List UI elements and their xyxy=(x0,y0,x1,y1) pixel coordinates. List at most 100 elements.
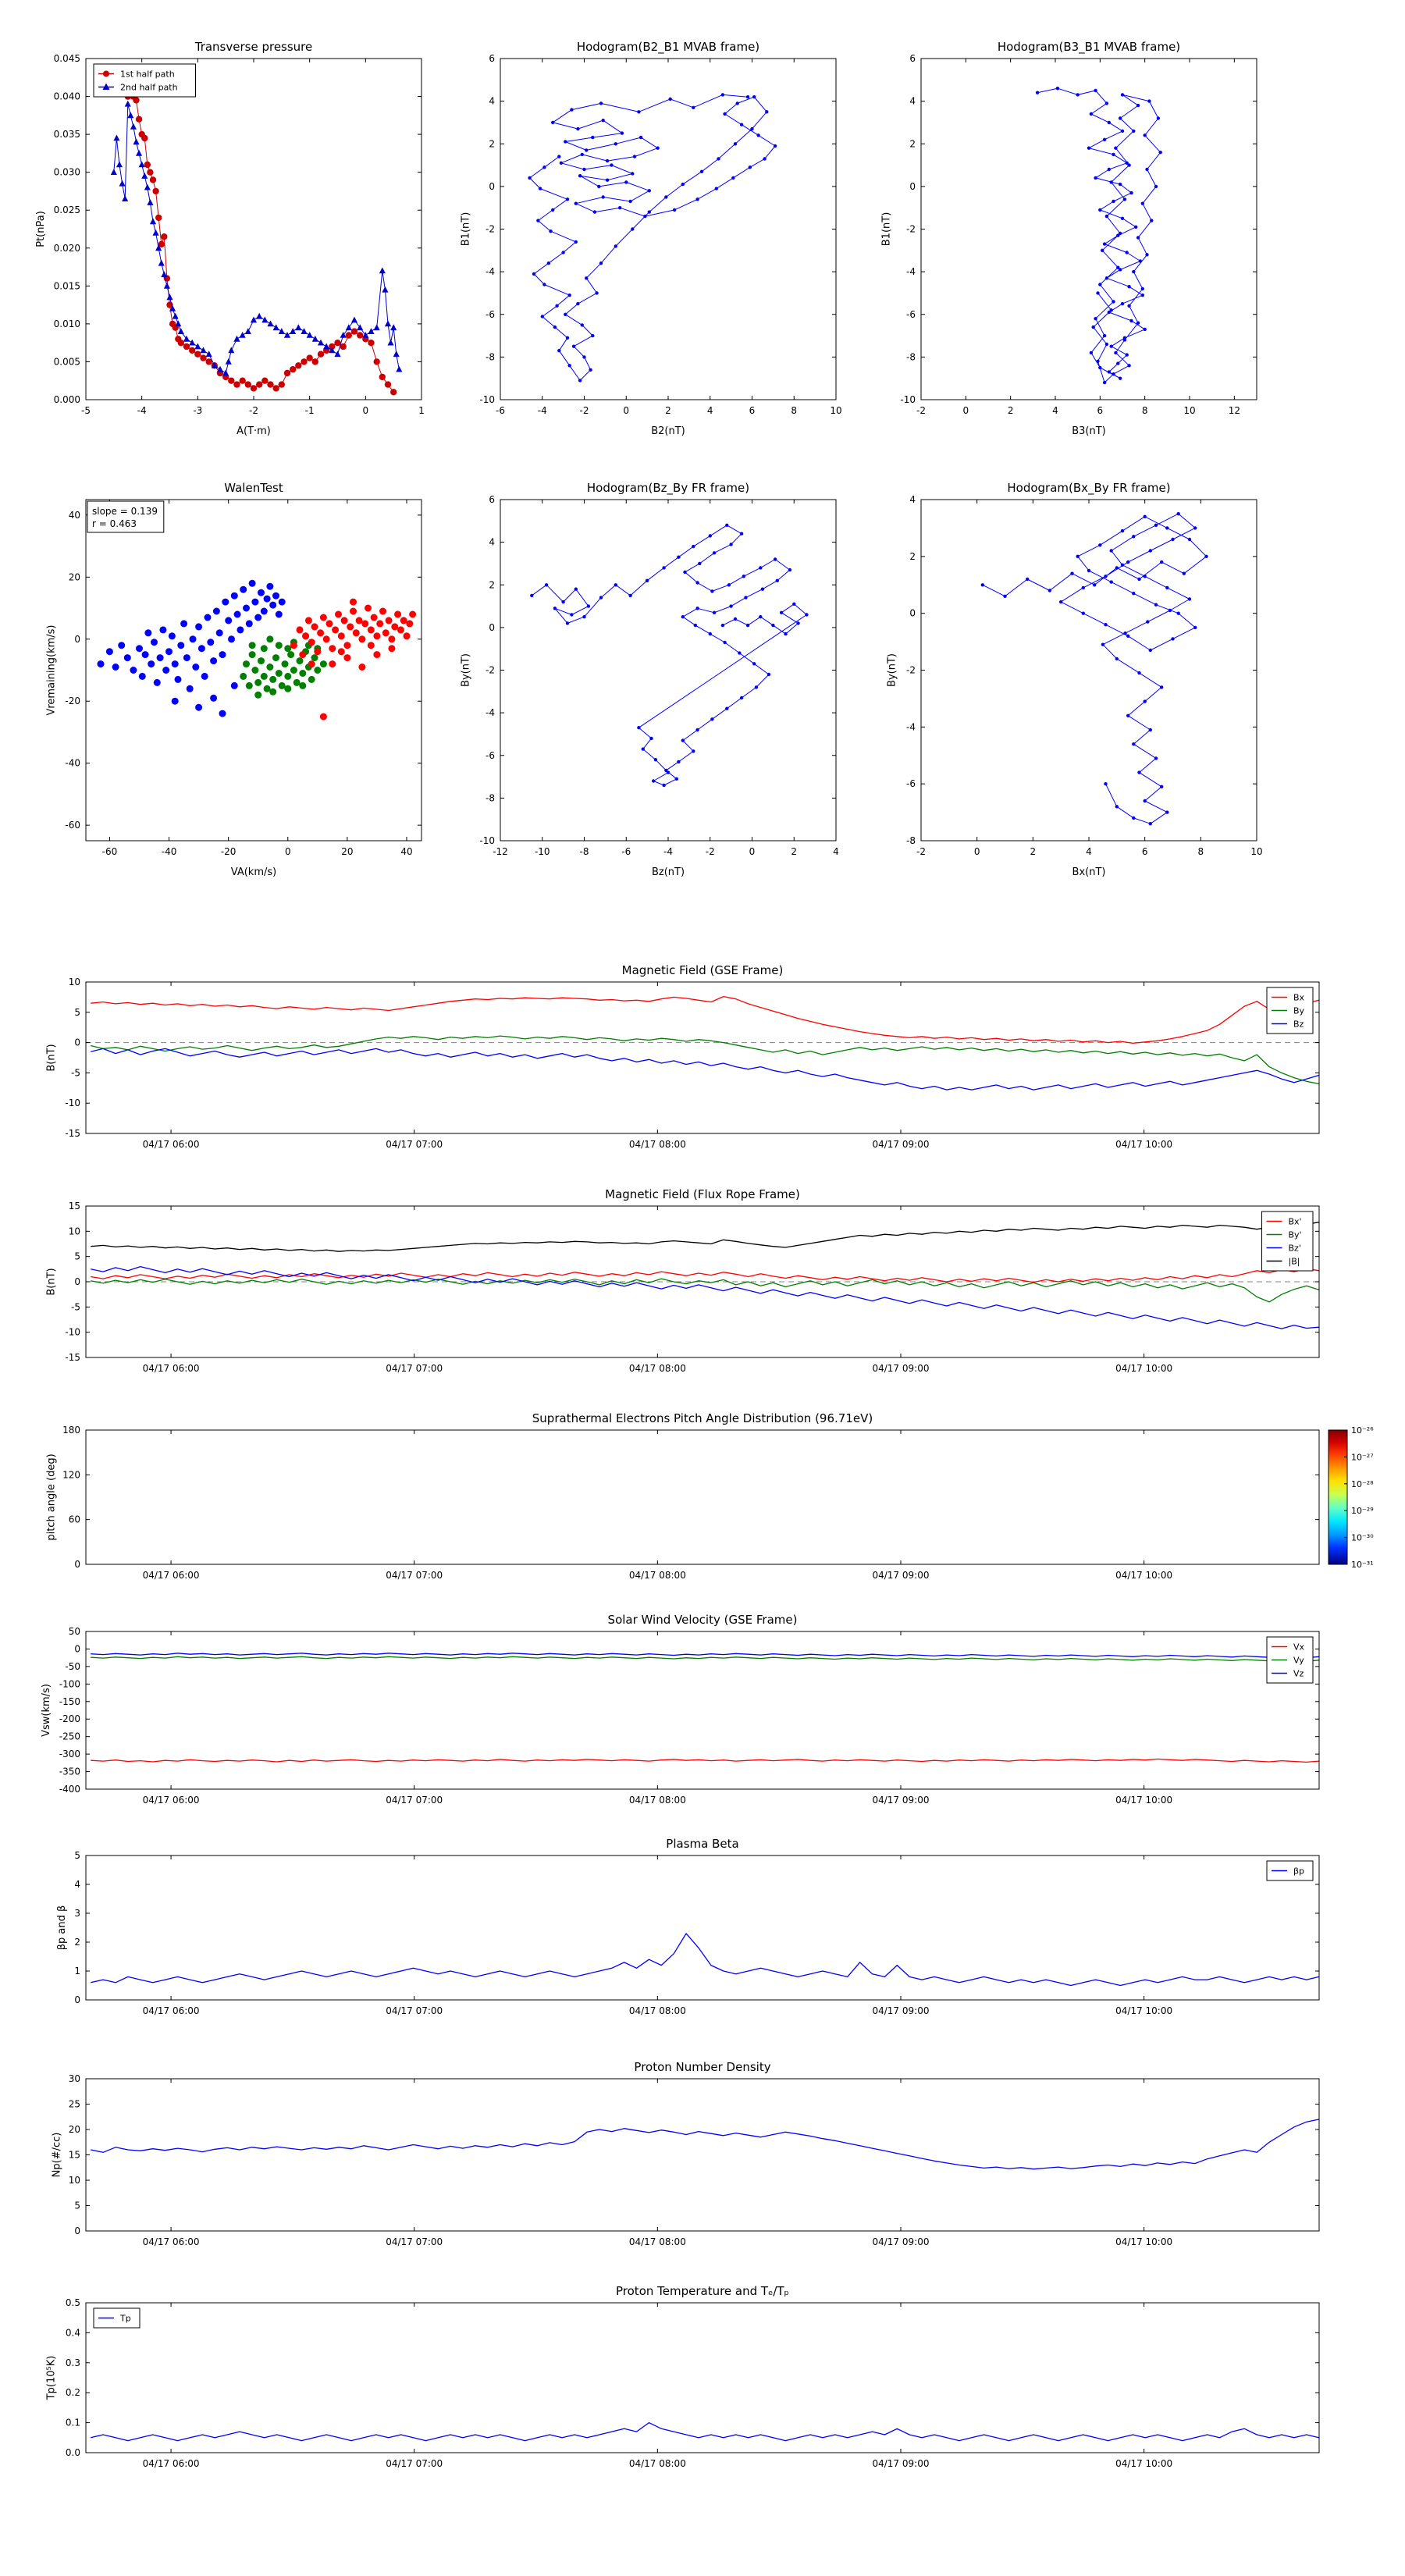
hodogram-bxby-xlabel: Bx(nT) xyxy=(1072,866,1106,878)
transverse-pressure-xtick-label: 1 xyxy=(418,405,425,416)
np-ytick-label: 25 xyxy=(69,2099,80,2110)
hodogram-b3b1: -2 0 2 4 6 8 10 12 -10 -8 -6 -4 -2 0 2 4 6 Hodogram(B3_B1… xyxy=(881,40,1257,437)
transverse-pressure-series-second-half-path xyxy=(110,100,403,376)
tp-ytick-label: 0.3 xyxy=(66,2357,80,2368)
vsw-series-vz xyxy=(91,1653,1319,1659)
np-xtick-label: 04/17 07:00 xyxy=(386,2236,443,2247)
np-ytick-label: 20 xyxy=(69,2124,80,2135)
hodogram-bzby-xtick-label: -10 xyxy=(535,846,550,857)
hodogram-bzby-xtick-label: -2 xyxy=(706,846,715,857)
tp-ytick-label: 0.4 xyxy=(66,2327,80,2338)
np-series-np xyxy=(91,2119,1319,2170)
electron-pad-xtick-label: 04/17 07:00 xyxy=(386,1570,443,1581)
transverse-pressure-ytick-label: 0.025 xyxy=(54,205,80,215)
b-gse-xtick-label: 04/17 06:00 xyxy=(143,1139,200,1150)
transverse-pressure-xtick-label: -2 xyxy=(249,405,258,416)
vsw-series-vx xyxy=(91,1758,1319,1763)
electron-pad-xtick-label: 04/17 08:00 xyxy=(629,1570,686,1581)
electron-pad-ytick-label: 60 xyxy=(69,1514,80,1525)
tp: 04/17 06:00 04/17 07:00 04/17 08:00 04/17 0… xyxy=(46,2284,1320,2469)
hodogram-bzby-ytick-label: 0 xyxy=(489,622,495,633)
hodogram-b3b1-plot-area xyxy=(1035,87,1162,385)
vsw-ytick-label: -100 xyxy=(59,1678,80,1689)
b-fr-legend: Bx' By' Bz' |B| xyxy=(1261,1211,1314,1272)
hodogram-bxby-title: Hodogram(Bx_By FR frame) xyxy=(1007,481,1170,496)
b-gse-ylabel: B(nT) xyxy=(46,1044,58,1071)
hodogram-bxby-ytick-label: -8 xyxy=(906,835,916,846)
beta-xtick-label: 04/17 06:00 xyxy=(143,2005,200,2016)
beta-xtick-label: 04/17 09:00 xyxy=(872,2005,929,2016)
transverse-pressure-ytick-label: 0.020 xyxy=(54,243,80,254)
vsw-ytick-label: 50 xyxy=(69,1626,80,1637)
tp-ytick-label: 0.2 xyxy=(66,2387,80,2398)
walen-test-xtick-label: -20 xyxy=(221,846,237,857)
electron-pad-ytick-label: 180 xyxy=(62,1425,80,1436)
beta-xtick-label: 04/17 07:00 xyxy=(386,2005,443,2016)
np-xtick-label: 04/17 08:00 xyxy=(629,2236,686,2247)
beta-frame xyxy=(85,1855,1320,2001)
hodogram-b2b1-ytick-label: 0 xyxy=(489,181,495,192)
transverse-pressure-ticks: -5 -4 -3 -2 -1 0 1 0.000 0.005 0.010 0.015 0.020 0.0… xyxy=(54,53,425,416)
vsw-xtick-label: 04/17 10:00 xyxy=(1115,1795,1172,1806)
hodogram-b2b1-ytick-label: -2 xyxy=(486,224,495,235)
hodogram-b3b1-xtick-label: 0 xyxy=(963,405,969,416)
hodogram-b2b1-title: Hodogram(B2_B1 MVAB frame) xyxy=(577,40,759,55)
vsw-xtick-label: 04/17 08:00 xyxy=(629,1795,686,1806)
b-gse-ytick-label: 10 xyxy=(69,977,80,987)
transverse-pressure-title: Transverse pressure xyxy=(194,40,313,54)
tp-ytick-label: 0.1 xyxy=(66,2418,80,2428)
hodogram-bxby-ylabel: By(nT) xyxy=(886,653,898,687)
transverse-pressure-ytick-label: 0.045 xyxy=(54,53,80,64)
b-fr-series-byp xyxy=(91,1278,1319,1303)
b-gse-series-bz xyxy=(91,1048,1319,1091)
walen-test-ylabel: Vremaining(km/s) xyxy=(46,624,58,715)
hodogram-b3b1-ytick-label: 2 xyxy=(909,138,916,149)
vsw-ylabel: Vsw(km/s) xyxy=(41,1684,52,1737)
hodogram-b3b1-ytick-label: 0 xyxy=(909,181,916,192)
walen-test-ytick-label: -60 xyxy=(65,820,80,831)
b-gse-frame xyxy=(85,981,1320,1134)
beta-legend: βp xyxy=(1266,1860,1314,1881)
walen-test-ticks: -60 -40 -20 0 20 40 -60 -40 -20 0 20 40 xyxy=(65,500,422,857)
tp-legend-label: Tp xyxy=(119,2314,131,2324)
hodogram-b3b1-ytick-label: -6 xyxy=(906,309,916,320)
walen-test-annotation-line: slope = 0.139 xyxy=(92,506,158,517)
electron-pad-colorbar-label: 10⁻²⁹ xyxy=(1351,1506,1374,1516)
b-gse-title: Magnetic Field (GSE Frame) xyxy=(622,963,784,977)
hodogram-bzby-xtick-label: -4 xyxy=(663,846,673,857)
b-fr-ytick-label: 5 xyxy=(74,1251,80,1262)
walen-test: -60 -40 -20 0 20 40 -60 -40 -20 0 20 40 WalenTest VA(… xyxy=(46,481,422,878)
vsw-ytick-label: -400 xyxy=(59,1784,80,1795)
b-fr-ytick-label: -5 xyxy=(71,1301,80,1312)
hodogram-bxby-plot-area xyxy=(980,512,1208,826)
transverse-pressure-ylabel: Pt(nPa) xyxy=(35,211,47,247)
hodogram-bzby-ytick-label: -6 xyxy=(486,750,495,761)
beta-legend-label: βp xyxy=(1293,1866,1304,1877)
hodogram-bzby: -12 -10 -8 -6 -4 -2 0 2 4-10-8-6-4-20246Hodogram… xyxy=(461,481,839,878)
tp-ylabel: Tp(10⁵K) xyxy=(46,2356,58,2401)
hodogram-b2b1-xtick-label: -6 xyxy=(496,405,505,416)
b-gse-series-by xyxy=(91,1035,1319,1085)
transverse-pressure-xtick-label: 0 xyxy=(363,405,369,416)
hodogram-b2b1-xtick-label: 8 xyxy=(791,405,797,416)
hodogram-b3b1-ytick-label: -2 xyxy=(906,224,916,235)
walen-test-xtick-label: 20 xyxy=(341,846,353,857)
beta-ylabel: βp and β xyxy=(56,1905,68,1951)
hodogram-b3b1-xtick-label: 2 xyxy=(1008,405,1014,416)
vsw-ytick-label: -50 xyxy=(65,1661,80,1672)
b-fr-xtick-label: 04/17 07:00 xyxy=(386,1363,443,1374)
transverse-pressure: -5 -4 -3 -2 -1 0 1 0.000 0.005 0.010 0.015 0.020 0.0… xyxy=(35,40,425,437)
np-xtick-label: 04/17 06:00 xyxy=(143,2236,200,2247)
electron-pad-ylabel: pitch angle (deg) xyxy=(46,1453,58,1540)
hodogram-b3b1-ylabel: B1(nT) xyxy=(881,212,893,247)
vsw-ticks: 04/17 06:00 04/17 07:00 04/17 08:00 04/17 0… xyxy=(59,1626,1319,1806)
vsw-ytick-label: -350 xyxy=(59,1767,80,1777)
hodogram-bxby-xtick-label: 8 xyxy=(1198,846,1204,857)
b-fr: 04/17 06:00 04/17 07:00 04/17 08:00 04/17 0… xyxy=(46,1187,1320,1374)
b-gse-plot-area xyxy=(86,995,1319,1091)
hodogram-b2b1-ytick-label: 2 xyxy=(489,138,495,149)
walen-test-series-group-green xyxy=(240,632,327,699)
b-gse-ticks: 04/17 06:00 04/17 07:00 04/17 08:00 04/17 0… xyxy=(65,977,1319,1150)
